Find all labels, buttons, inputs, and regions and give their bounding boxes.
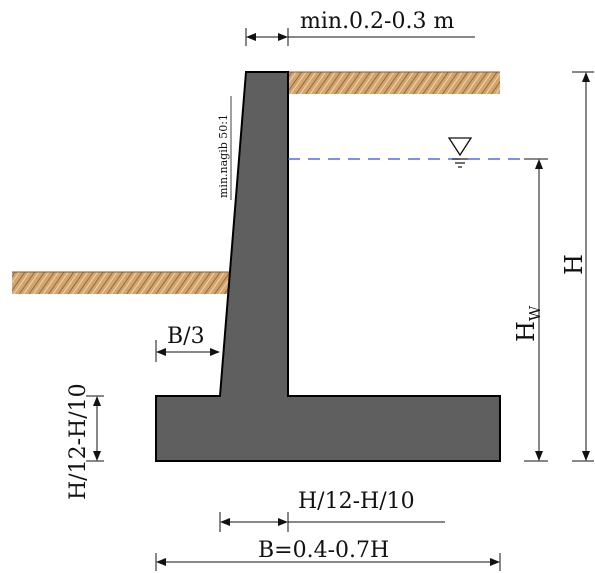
water-level-triangle-icon: [447, 137, 473, 168]
water-height-main: H: [512, 321, 540, 342]
water-height-label: HW: [512, 305, 544, 342]
footing-thickness-left-label: H/12-H/10: [66, 383, 91, 500]
soil-backfill-top: [288, 72, 500, 94]
batter-label: min.nagib 50:1: [217, 114, 230, 198]
svg-text:HW: HW: [512, 305, 544, 342]
water-height-dimension: [524, 158, 548, 462]
soil-front: [12, 272, 230, 294]
footing-thickness-left-dimension: [86, 395, 104, 462]
base-width-label: B=0.4-0.7H: [258, 538, 389, 563]
toe-width-label: B/3: [167, 324, 205, 349]
base-width-dimension: [155, 553, 501, 571]
water-height-sub: W: [526, 305, 544, 321]
top-thickness-dimension: [245, 28, 475, 46]
batter-annotation: min.nagib 50:1: [217, 96, 232, 200]
footing-thickness-bottom-dimension: [219, 512, 445, 532]
top-thickness-label: min.0.2-0.3 m: [300, 9, 454, 34]
footing-thickness-bottom-label: H/12-H/10: [298, 489, 415, 514]
toe-width-dimension: [155, 340, 220, 362]
retaining-wall-body: [155, 71, 501, 462]
total-height-dimension: [572, 71, 594, 462]
total-height-label: H: [560, 254, 588, 275]
